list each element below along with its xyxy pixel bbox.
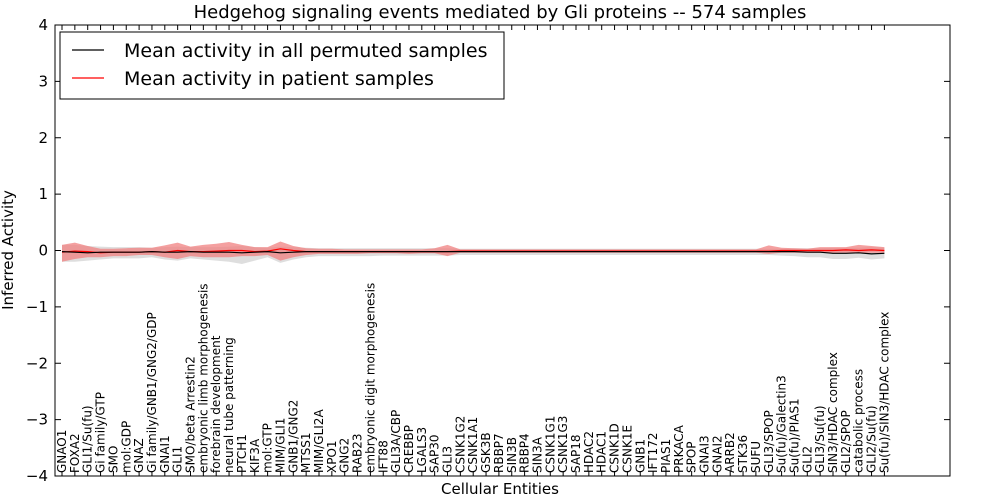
x-tick-label: embryonic digit morphogenesis: [363, 283, 377, 473]
x-tick-label: PTCH1: [235, 434, 249, 473]
x-tick-label: GLI3/Su(fu): [813, 405, 827, 473]
x-tick-label: GLI3: [441, 446, 455, 473]
x-tick-label: SAP18: [569, 434, 583, 473]
y-tick-label: 0: [38, 242, 48, 260]
x-tick-label: GLI3A/CBP: [389, 410, 403, 473]
x-tick-label: RAB23: [351, 433, 365, 473]
x-tick-label: neural tube patterning: [222, 337, 236, 473]
x-axis-label: Cellular Entities: [441, 480, 559, 498]
x-tick-label: GSK3B: [479, 432, 493, 473]
y-tick-label: 3: [38, 72, 48, 90]
series-lines: [61, 248, 885, 255]
y-axis-ticks: −4 −3 −2 −1 0 1 2 3 4: [26, 16, 950, 485]
x-tick-label: GLI2: [800, 446, 814, 473]
x-tick-label: GLI1/Su(fu): [81, 405, 95, 473]
legend-label-permuted: Mean activity in all permuted samples: [124, 40, 487, 62]
x-tick-label: XPO1: [325, 440, 339, 473]
x-tick-label: GLI1: [171, 446, 185, 473]
x-tick-label: CSNK1E: [620, 425, 634, 473]
x-tick-label: RBBP7: [492, 433, 506, 473]
x-tick-label: MIM/GLI2A: [312, 409, 326, 473]
x-tick-label: SIN3A: [531, 436, 545, 473]
x-tick-label: GNAI1: [158, 435, 172, 473]
x-tick-label: Su(fu)/SIN3/HDAC complex: [877, 312, 891, 473]
x-tick-label: MIM/GLI1: [273, 418, 287, 473]
x-tick-label: Su(fu)/Galectin3: [775, 375, 789, 473]
x-tick-label: IFT88: [376, 440, 390, 473]
x-tick-label: GNAZ: [132, 438, 146, 473]
plot-frame: [54, 24, 951, 477]
x-tick-label: FOXA2: [68, 433, 82, 473]
x-tick-label: IFT172: [646, 433, 660, 473]
line-permuted: [61, 250, 885, 255]
legend-label-patient: Mean activity in patient samples: [124, 68, 434, 90]
x-tick-label: GNB1/GNG2: [286, 400, 300, 473]
x-tick-label: HDAC2: [582, 431, 596, 473]
legend: Mean activity in all permuted samples Me…: [59, 31, 505, 100]
x-tick-label: CREBBP: [402, 425, 416, 473]
x-tick-label: SUFU: [749, 441, 763, 473]
chart-title: Hedgehog signaling events mediated by Gl…: [194, 2, 807, 23]
x-tick-label: PIAS1: [659, 439, 673, 473]
x-tick-label: GNAI3: [698, 435, 712, 473]
x-tick-label: GLI2/Su(fu): [865, 405, 879, 473]
x-tick-label: SAP30: [428, 434, 442, 473]
y-tick-label: −4: [26, 467, 48, 485]
x-tick-label: CSNK1G3: [556, 416, 570, 473]
x-tick-label: KIF3A: [248, 438, 262, 473]
x-tick-label: forebrain development: [209, 335, 223, 473]
x-tick-label: GNB1: [633, 439, 647, 473]
x-tick-label: embryonic limb morphogenesis: [196, 283, 210, 473]
confidence-bands: [62, 241, 885, 264]
x-tick-label: SMO: [106, 446, 120, 473]
x-tick-label: GNAO1: [55, 430, 69, 473]
x-tick-label: CSNK1A1: [466, 417, 480, 473]
y-tick-label: −2: [26, 354, 48, 372]
x-tick-label: Gi family/GNB1/GNG2/GDP: [145, 312, 159, 473]
x-tick-label: PRKACA: [672, 424, 686, 473]
y-tick-label: −3: [26, 411, 48, 429]
x-tick-label: SIN3B: [505, 437, 519, 473]
x-tick-label: Gi family/GTP: [94, 392, 108, 473]
x-tick-label: SPOP: [685, 441, 699, 473]
x-tick-label: LGALS3: [415, 427, 429, 473]
x-tick-label: CSNK1G1: [543, 416, 557, 473]
x-tick-label: SMO/beta Arrestin2: [184, 356, 198, 473]
x-tick-label: catabolic process: [852, 369, 866, 473]
x-tick-label: RBBP4: [518, 433, 532, 473]
x-tick-label: STK36: [736, 435, 750, 473]
y-axis-label: Inferred Activity: [0, 190, 17, 310]
x-tick-label: SIN3/HDAC complex: [826, 352, 840, 473]
x-tick-label: GNAI2: [710, 435, 724, 473]
x-tick-label: GLI3/SPOP: [762, 410, 776, 473]
y-tick-label: −1: [26, 298, 48, 316]
x-tick-label: GNG2: [338, 438, 352, 473]
x-tick-label: CSNK1D: [608, 423, 622, 473]
x-tick-label: GLI2/SPOP: [839, 410, 853, 473]
x-tick-label: MTSS1: [299, 432, 313, 473]
y-tick-label: 4: [38, 16, 48, 34]
x-tick-label: Su(fu)/PIAS1: [787, 398, 801, 473]
y-tick-label: 2: [38, 129, 48, 147]
y-tick-label: 1: [38, 185, 48, 203]
x-tick-label: mol:GTP: [261, 423, 275, 473]
x-tick-label: ARRB2: [723, 432, 737, 473]
legend-box: [59, 31, 505, 100]
x-tick-label: CSNK1G2: [453, 416, 467, 473]
x-tick-label: HDAC1: [595, 431, 609, 473]
x-tick-label: mol:GDP: [119, 421, 133, 473]
